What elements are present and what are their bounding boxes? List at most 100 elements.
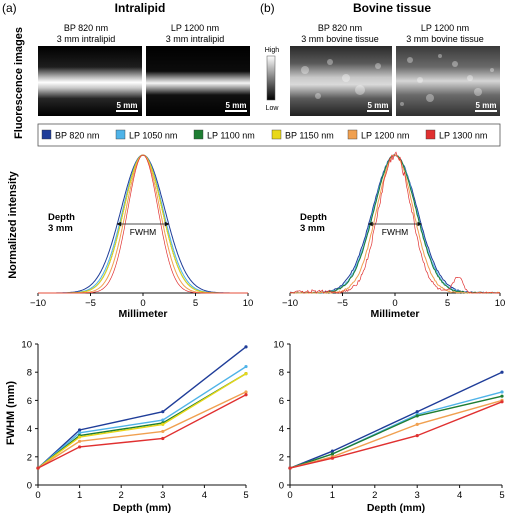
x-tick-label: −10 (282, 298, 298, 309)
tissue-texture (301, 54, 494, 106)
fwhm-data-point (288, 466, 292, 470)
fwhm-data-point (415, 422, 419, 426)
fwhm-data-point (500, 394, 504, 398)
fwhm-data-point (500, 370, 504, 374)
fwhm-data-point (330, 456, 334, 460)
x-tick-label: 4 (457, 490, 462, 501)
legend-swatch (271, 129, 282, 140)
legend-label: LP 1300 nm (439, 131, 487, 141)
colorbar-low-label: Low (266, 105, 280, 112)
image-a1-caption-2: 3 mm intralipid (57, 34, 116, 44)
depth-annotation: Depth (300, 212, 327, 223)
x-tick-label: 10 (495, 298, 506, 309)
fwhm-data-point (415, 434, 419, 438)
fwhm-series-line (37, 391, 247, 469)
legend-item: LP 1300 nm (425, 129, 487, 141)
fwhm-data-point (330, 449, 334, 453)
y-tick-label: 6 (279, 396, 284, 407)
fwhm-data-point (161, 429, 165, 434)
fwhm-data-point (161, 422, 165, 426)
fwhm-data-point (161, 418, 165, 422)
legend-item: LP 1050 nm (115, 129, 177, 141)
fwhm-data-point (78, 445, 82, 449)
profile-series-line (38, 154, 248, 294)
y-tick-label: 2 (279, 452, 284, 463)
x-tick-label: 5 (243, 490, 248, 501)
fwhm-data-point (415, 410, 419, 414)
x-tick-label: 0 (287, 490, 292, 501)
y-tick-label: 4 (279, 424, 284, 435)
x-tick-label: −5 (85, 298, 96, 309)
x-tick-label: −10 (30, 298, 46, 309)
fwhm-data-point (78, 439, 82, 443)
image-b1-caption-1: BP 820 nm (318, 23, 362, 33)
fwhm-series-line (37, 366, 247, 469)
fwhm-series-line (37, 373, 247, 469)
fwhm-data-point (415, 414, 419, 418)
fluorescence-image-a2 (146, 46, 250, 116)
x-axis-label: Depth (mm) (367, 502, 425, 514)
x-tick-label: 10 (243, 298, 254, 309)
image-b2-caption-1: LP 1200 nm (421, 23, 469, 33)
fwhm-data-point (161, 410, 165, 414)
fwhm-data-point (78, 435, 82, 439)
profile-y-axis-label: Normalized intensity (7, 170, 19, 278)
panel-label-a: (a) (2, 1, 17, 15)
x-axis-label: Millimeter (118, 308, 167, 320)
y-tick-label: 2 (27, 452, 32, 463)
x-tick-label: 3 (160, 490, 165, 501)
y-tick-label: 4 (27, 424, 32, 435)
fwhm-data-point (500, 390, 504, 394)
fluorescence-image-b2 (396, 46, 500, 116)
y-tick-label: 10 (273, 340, 284, 351)
image-a1-caption-1: BP 820 nm (64, 23, 108, 33)
fwhm-data-point (244, 390, 248, 394)
scale-bar-a2: 5 mm (225, 101, 247, 112)
fwhm-annotation: FWHM (382, 227, 408, 237)
x-tick-label: 0 (140, 298, 145, 309)
image-b2-caption-2: 3 mm bovine tissue (406, 34, 484, 44)
legend-label: LP 1050 nm (129, 131, 177, 141)
fwhm-data-point (161, 436, 165, 441)
fwhm-chart-b: 0 1 2 3 4 5 0 2 4 6 8 10 Depth (mm) (273, 340, 504, 515)
x-tick-label: −5 (337, 298, 348, 309)
image-a2-caption-2: 3 mm intralipid (166, 34, 225, 44)
fwhm-data-point (78, 428, 82, 432)
fwhm-data-point (36, 466, 40, 470)
legend-swatch (41, 129, 52, 140)
legend: BP 820 nm LP 1050 nm LP 1100 nm BP 1150 nm L… (37, 123, 501, 147)
y-tick-label: 0 (27, 481, 32, 492)
fwhm-chart-a: 0 1 2 3 4 5 0 2 4 6 8 10 Depth (mm) (21, 340, 248, 515)
panel-title-b: Bovine tissue (353, 1, 431, 15)
fwhm-y-axis-label: FWHM (mm) (5, 381, 17, 445)
x-axis-label: Millimeter (370, 308, 419, 320)
legend-label: BP 1150 nm (285, 131, 334, 141)
depth-annotation: 3 mm (48, 223, 73, 234)
x-tick-label: 5 (193, 298, 198, 309)
x-tick-label: 2 (372, 490, 377, 501)
legend-swatch (115, 129, 126, 140)
fwhm-series-line (289, 395, 503, 469)
fwhm-data-point (500, 400, 504, 404)
depth-annotation: Depth (48, 212, 75, 223)
legend-label: BP 820 nm (55, 131, 99, 141)
fwhm-series-line (37, 346, 247, 469)
depth-annotation: 3 mm (300, 223, 325, 234)
x-axis-label: Depth (mm) (113, 502, 171, 514)
legend-item: BP 1150 nm (271, 129, 334, 141)
profile-series-line (289, 151, 501, 294)
y-tick-label: 8 (279, 368, 284, 379)
legend-item: BP 820 nm (41, 129, 99, 141)
legend-item: LP 1200 nm (347, 129, 409, 141)
fwhm-series-line (289, 401, 503, 469)
profile-series-line (289, 154, 501, 294)
y-tick-label: 8 (27, 368, 32, 379)
x-tick-label: 3 (415, 490, 420, 501)
row-label-fluorescence: Fluorescence images (13, 27, 25, 139)
scale-bar-b1: 5 mm (367, 101, 389, 112)
y-tick-label: 10 (21, 340, 32, 351)
legend-label: LP 1200 nm (361, 131, 409, 141)
